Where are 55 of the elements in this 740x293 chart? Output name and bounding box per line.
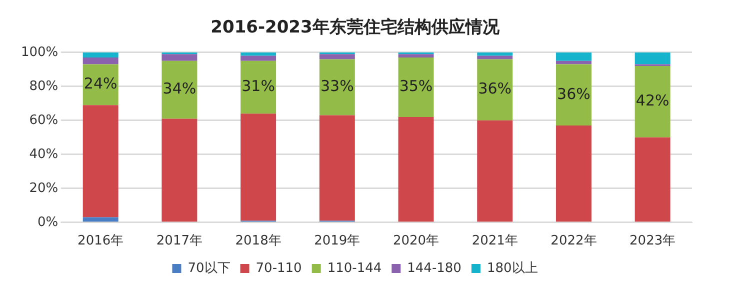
y-tick-label: 40%: [29, 146, 58, 162]
x-tick-label: 2016年: [78, 234, 124, 249]
legend-label: 144-180: [407, 260, 462, 276]
bar: [398, 58, 434, 117]
bar: [82, 58, 118, 64]
x-tick-label: 2020年: [392, 234, 440, 249]
bar: [634, 52, 670, 64]
bar: [556, 52, 592, 61]
bar: [240, 56, 276, 61]
bar: [82, 105, 118, 218]
data-label: 35%: [399, 77, 433, 96]
bar: [240, 114, 276, 221]
x-tick-label: 2019年: [314, 234, 360, 249]
bar: [556, 64, 592, 126]
bar: [319, 59, 355, 116]
bar: [162, 54, 198, 61]
bar: [319, 54, 355, 60]
x-tick-label: 2021年: [472, 234, 518, 249]
data-label: 42%: [636, 92, 670, 110]
y-tick-label: 20%: [29, 180, 58, 196]
legend-label: 180以上: [486, 260, 538, 276]
data-label: 36%: [557, 84, 590, 103]
bar: [556, 126, 592, 222]
data-label: 33%: [320, 77, 354, 96]
bar: [477, 52, 513, 56]
y-tick-label: 60%: [29, 112, 58, 128]
bar: [240, 60, 276, 114]
legend-label: 70-110: [256, 260, 302, 276]
bar: [477, 59, 513, 120]
bar: [556, 60, 592, 64]
bar: [162, 118, 198, 222]
y-tick-label: 100%: [20, 44, 58, 60]
y-tick-label: 0%: [38, 214, 58, 230]
bar: [82, 217, 118, 222]
legend-label: 70以下: [188, 260, 230, 276]
data-label: 24%: [84, 74, 118, 93]
chart-title: 2016-2023年东莞住宅结构供应情况: [210, 18, 500, 38]
bar: [398, 54, 434, 58]
bar: [634, 137, 670, 222]
data-label: 34%: [162, 80, 196, 98]
y-tick-label: 80%: [29, 78, 58, 94]
x-tick-label: 2023年: [630, 234, 676, 249]
x-tick-label: 2022年: [550, 234, 597, 249]
x-tick-label: 2017年: [156, 234, 202, 249]
bar: [634, 66, 670, 138]
data-label: 36%: [478, 80, 512, 98]
bar: [477, 120, 513, 222]
bar: [162, 60, 198, 119]
legend-label: 110-144: [327, 260, 382, 276]
data-label: 31%: [242, 77, 275, 96]
bar: [319, 115, 355, 221]
bar: [240, 52, 276, 56]
bar: [398, 117, 434, 222]
x-tick-label: 2018年: [235, 234, 282, 249]
bar: [82, 52, 118, 58]
